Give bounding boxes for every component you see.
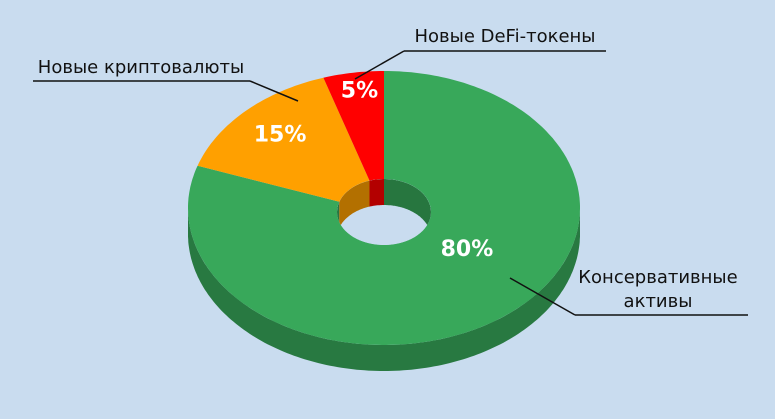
- value-label: 15%: [254, 122, 307, 147]
- inner-wall: [384, 179, 431, 238]
- slice: [197, 77, 370, 202]
- slice: [323, 71, 384, 181]
- value-label: 5%: [341, 79, 378, 104]
- leader-line: [249, 80, 299, 102]
- leader-line: [354, 50, 405, 80]
- inner-wall: [339, 180, 370, 228]
- value-label: 80%: [441, 237, 494, 262]
- leader-line: [509, 277, 576, 316]
- slice-side: [188, 208, 580, 371]
- category-label: Новые DeFi-токены: [414, 26, 595, 47]
- slice: [188, 71, 580, 345]
- category-label: Новые криптовалюты: [38, 57, 244, 78]
- category-label: Консервативные активы: [578, 267, 737, 312]
- inner-wall: [369, 179, 384, 207]
- hole: [337, 179, 431, 245]
